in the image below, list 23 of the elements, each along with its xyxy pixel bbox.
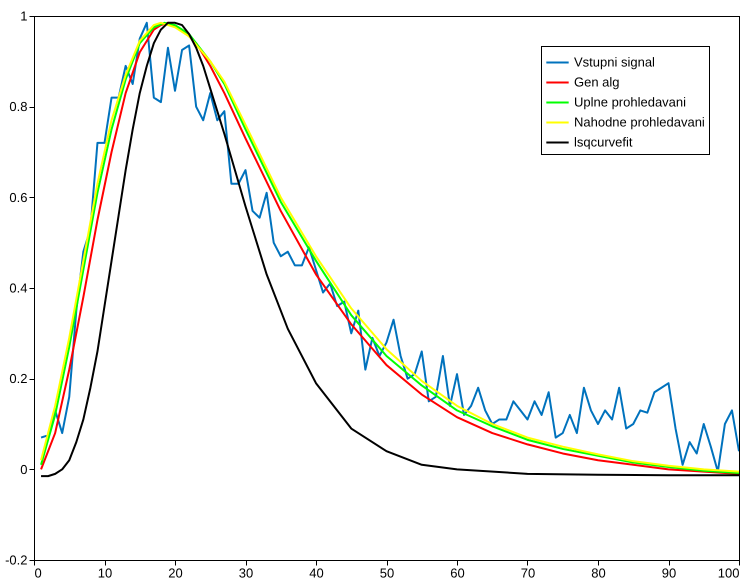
y-tick-label: 0.8 <box>9 99 28 114</box>
x-tick-label: 90 <box>662 566 676 580</box>
legend-label: Vstupni signal <box>574 54 656 70</box>
legend-label: lsqcurvefit <box>574 134 633 150</box>
x-tick-label: 60 <box>450 566 465 580</box>
y-tick-label: 0.4 <box>9 280 28 296</box>
x-tick-label: 80 <box>591 566 606 580</box>
legend-label: Uplne prohledavani <box>574 94 686 110</box>
x-tick-label: 10 <box>98 566 112 580</box>
x-tick-label: 20 <box>168 566 183 580</box>
y-tick-label: -0.2 <box>5 552 28 568</box>
x-tick-label: 40 <box>309 566 324 580</box>
x-tick-label: 30 <box>238 566 254 580</box>
x-tick-label: 100 <box>718 566 740 580</box>
legend-label: Nahodne prohledavani <box>574 114 705 130</box>
y-tick-label: 0 <box>20 462 28 477</box>
x-tick-label: 50 <box>380 566 394 580</box>
legend-label: Gen alg <box>574 74 620 90</box>
x-tick-label: 70 <box>520 566 536 580</box>
x-tick-label: 0 <box>34 566 42 580</box>
y-tick-label: 0.6 <box>9 190 28 205</box>
y-tick-label: 0.2 <box>9 371 28 386</box>
y-tick-label: 1 <box>20 8 28 24</box>
